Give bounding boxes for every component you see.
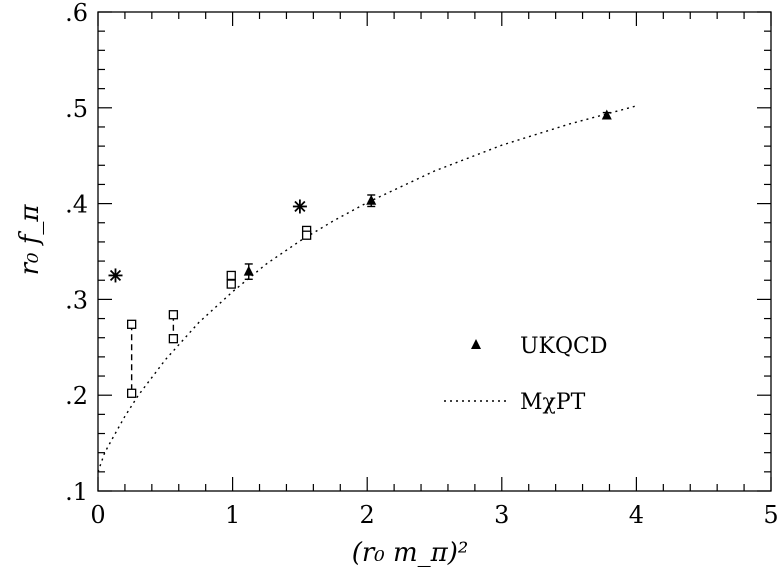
x-axis-label: (r₀ m_π)²	[352, 538, 469, 568]
asterisk-stroke	[294, 200, 306, 213]
square-point	[301, 230, 312, 240]
mxpt-curve-group	[97, 105, 637, 473]
x-tick-label: 2	[360, 501, 375, 529]
asterisk-stroke	[109, 269, 122, 282]
x-tick-label: 4	[629, 501, 644, 529]
y-tick-label: .2	[65, 382, 88, 410]
axis-ticks: 0 1 2 3 4 5 .1 .2 .3 .4 .5 .6	[65, 0, 779, 529]
y-axis-label: r₀ f_π	[15, 204, 45, 276]
square-point	[168, 334, 179, 344]
data-points	[108, 109, 612, 398]
plot-frame	[97, 11, 772, 492]
mxpt-curve	[97, 105, 637, 473]
ukqcd-point	[601, 109, 612, 120]
x-tick-label: 5	[763, 501, 778, 529]
legend-label: MχPT	[520, 390, 586, 415]
y-tick-label: .4	[65, 191, 88, 219]
y-tick-label: .5	[65, 95, 88, 123]
square-point	[127, 319, 137, 329]
x-tick-label: 0	[90, 501, 105, 529]
ukqcd-point	[366, 194, 377, 205]
ukqcd-point	[243, 265, 254, 276]
square-point	[226, 270, 236, 281]
legend-triangle-icon	[471, 339, 481, 349]
asterisk-point	[108, 268, 123, 283]
legend: UKQCD MχPT	[444, 334, 607, 415]
y-tick-label: .6	[65, 0, 88, 27]
y-tick-label: .3	[65, 286, 88, 314]
x-tick-label: 1	[225, 501, 240, 529]
plot-axes	[97, 11, 772, 492]
asterisk-point	[292, 199, 307, 214]
square-point	[226, 279, 236, 289]
square-point	[168, 310, 179, 320]
legend-label: UKQCD	[520, 334, 607, 359]
y-tick-label: .1	[65, 478, 88, 506]
square-point	[127, 388, 137, 398]
x-tick-label: 3	[494, 501, 509, 529]
